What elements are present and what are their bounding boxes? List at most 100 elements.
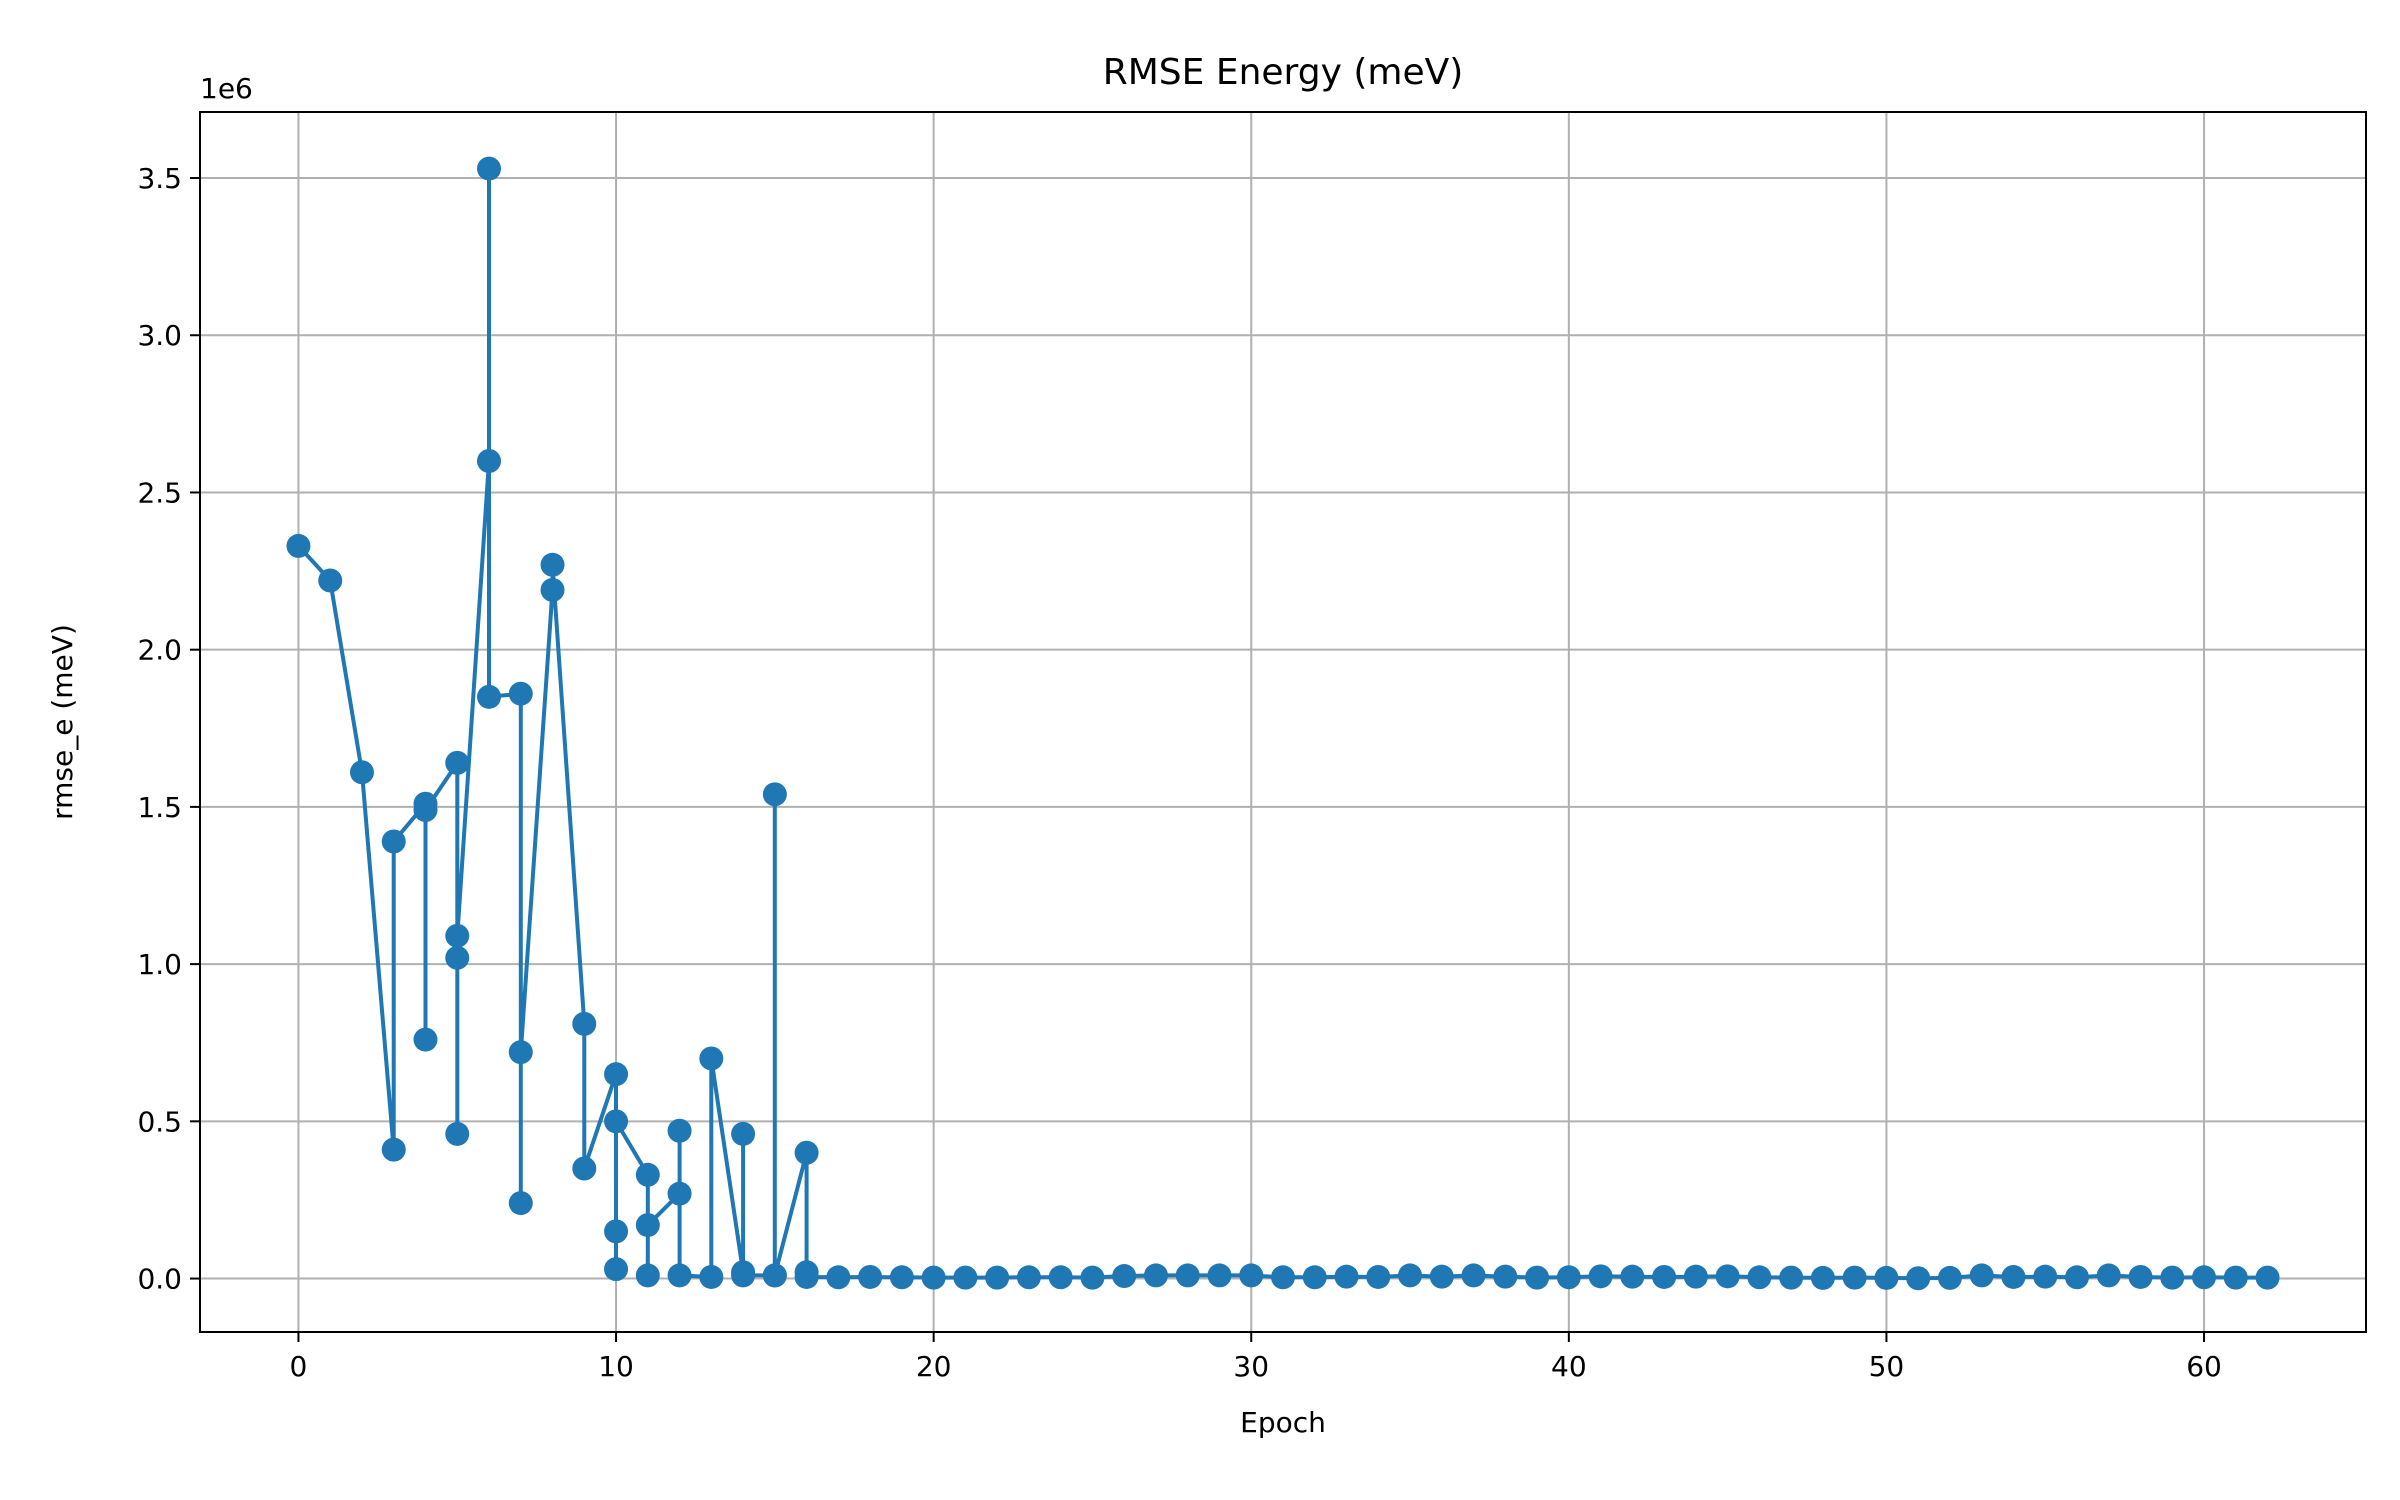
data-point [1366, 1264, 1391, 1289]
data-point [2128, 1264, 2153, 1289]
data-point [1175, 1263, 1200, 1288]
data-point [445, 945, 470, 970]
data-point [1747, 1265, 1772, 1290]
data-point [1779, 1265, 1804, 1290]
data-point [699, 1046, 724, 1071]
data-point [381, 829, 406, 854]
data-point [2096, 1263, 2121, 1288]
data-point [1302, 1265, 1327, 1290]
x-tick-label: 20 [916, 1350, 952, 1383]
data-point [508, 1191, 533, 1216]
x-tick-label: 0 [290, 1350, 308, 1383]
data-point [477, 684, 502, 709]
data-point [1683, 1264, 1708, 1289]
data-point [1525, 1265, 1550, 1290]
data-point [2064, 1265, 2089, 1290]
data-point [1461, 1263, 1486, 1288]
x-tick-label: 50 [1869, 1350, 1905, 1383]
grid-lines [200, 112, 2366, 1332]
data-point [2001, 1264, 2026, 1289]
data-point [1271, 1265, 1295, 1290]
data-point [2192, 1265, 2217, 1290]
data-point [1874, 1265, 1899, 1290]
data-point [413, 1027, 438, 1052]
data-point [2033, 1264, 2058, 1289]
data-point [604, 1257, 629, 1282]
plot-frame [199, 111, 2367, 1333]
x-tick-label: 30 [1233, 1350, 1269, 1383]
data-point [921, 1265, 946, 1290]
data-point [540, 577, 565, 602]
data-point [1143, 1263, 1168, 1288]
x-tick-label: 60 [2186, 1350, 2222, 1383]
data-point [477, 156, 502, 181]
data-point [985, 1265, 1010, 1290]
data-point [1969, 1263, 1994, 1288]
data-point [635, 1162, 660, 1187]
data-series [286, 156, 2280, 1291]
data-point [826, 1265, 851, 1290]
data-point [1398, 1263, 1423, 1288]
data-point [508, 1040, 533, 1065]
y-tick-label: 0.5 [137, 1105, 182, 1138]
data-point [508, 681, 533, 706]
data-point [604, 1062, 629, 1087]
y-tick-label: 0.0 [137, 1263, 182, 1296]
data-point [1080, 1265, 1105, 1290]
data-point [572, 1011, 597, 1036]
data-point [445, 923, 470, 948]
data-point [1937, 1265, 1962, 1290]
data-point [667, 1118, 692, 1143]
data-point [1016, 1265, 1041, 1290]
y-axis-offset-label: 1e6 [200, 72, 253, 105]
data-point [349, 760, 374, 785]
data-point [667, 1181, 692, 1206]
data-point [1239, 1263, 1264, 1288]
data-point [540, 552, 565, 577]
data-point [889, 1265, 914, 1290]
data-point [731, 1263, 756, 1288]
data-point [477, 449, 502, 474]
data-point [445, 1121, 470, 1146]
data-point [2223, 1265, 2248, 1290]
y-axis-label: rmse_e (meV) [46, 624, 79, 820]
y-tick-label: 3.0 [137, 319, 182, 352]
data-point [572, 1156, 597, 1181]
y-tick-label: 1.5 [137, 791, 182, 824]
data-point [2255, 1265, 2280, 1290]
data-point [1810, 1265, 1835, 1290]
y-tick-label: 2.5 [137, 476, 182, 509]
axis-ticks: 0 10 20 30 40 50 60 0.0 0.5 1.0 1.5 2.0 2.5 3.0 3.5 [137, 162, 2221, 1383]
data-point [1493, 1264, 1518, 1289]
data-point [1556, 1265, 1581, 1290]
y-tick-label: 2.0 [137, 634, 182, 667]
data-point [1334, 1264, 1359, 1289]
data-point [1715, 1264, 1740, 1289]
data-point [1620, 1264, 1645, 1289]
data-point [794, 1264, 819, 1289]
data-point [286, 533, 311, 558]
x-tick-label: 10 [598, 1350, 634, 1383]
data-point [1112, 1264, 1137, 1289]
data-point [413, 798, 438, 823]
data-point [2160, 1265, 2185, 1290]
data-point [1652, 1264, 1677, 1289]
data-point [604, 1219, 629, 1244]
data-point [731, 1121, 756, 1146]
data-point [635, 1263, 660, 1288]
data-point [1906, 1266, 1931, 1291]
data-point [667, 1263, 692, 1288]
data-point [762, 782, 787, 807]
data-point [858, 1264, 883, 1289]
data-point [318, 568, 343, 593]
data-point [381, 1137, 406, 1162]
data-point [635, 1213, 660, 1238]
data-point [1048, 1265, 1073, 1290]
data-point [1588, 1264, 1613, 1289]
data-point [699, 1264, 724, 1289]
x-axis-label: Epoch [1240, 1406, 1326, 1439]
chart-title: RMSE Energy (meV) [1103, 52, 1464, 93]
data-point [1429, 1264, 1454, 1289]
